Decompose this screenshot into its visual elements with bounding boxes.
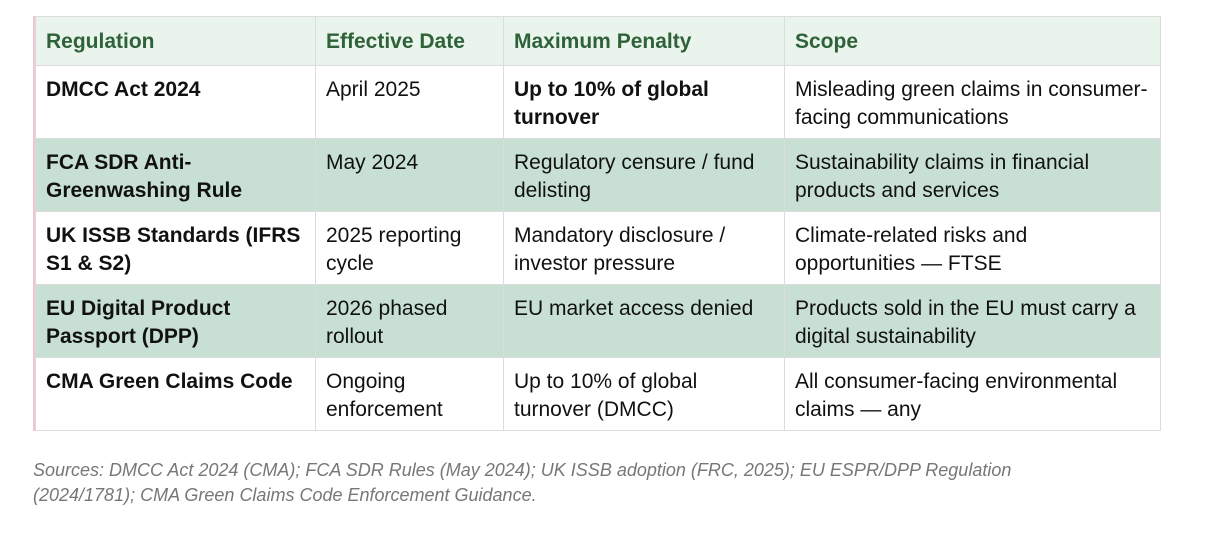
table-header: Regulation Effective Date Maximum Penalty S… (35, 16, 1161, 66)
cell-text: FCA SDR Anti-Greenwashing Rule (46, 151, 243, 202)
header-cell: Scope (784, 16, 1161, 66)
table-row: CMA Green Claims Code Ongoing enforcement… (35, 357, 1161, 431)
table-cell: Ongoing enforcement (315, 357, 504, 431)
table-cell: Products sold in the EU must carry a dig… (784, 284, 1161, 358)
footnote: Sources: DMCC Act 2024 (CMA); FCA SDR Ru… (33, 460, 1012, 505)
cell-text: 2026 phased rollout (326, 297, 448, 348)
regulation-table: Regulation Effective Date Maximum Penalty S… (35, 16, 1161, 431)
cell-text: Regulatory censure / fund delisting (514, 151, 755, 202)
cell-text: Up to 10% of global turnover (514, 78, 709, 129)
cell-text: Mandatory disclosure / investor pressure (514, 224, 726, 275)
cell-text: UK ISSB Standards (IFRS S1 & S2) (46, 224, 301, 275)
cell-text: Ongoing enforcement (326, 370, 443, 421)
cell-text: DMCC Act 2024 (46, 78, 201, 101)
table-wrapper: Regulation Effective Date Maximum Penalty S… (33, 16, 1161, 431)
cell-text: EU market access denied (514, 297, 754, 320)
table-row: EU Digital Product Passport (DPP) 2026 ph… (35, 284, 1161, 358)
cell-text: 2025 reporting cycle (326, 224, 462, 275)
cell-text: Sustainability claims in financial produ… (795, 151, 1090, 202)
table-cell: 2026 phased rollout (315, 284, 504, 358)
cell-text: May 2024 (326, 151, 419, 174)
table-cell: April 2025 (315, 65, 504, 139)
cell-text: Misleading green claims in consumer-faci… (795, 78, 1148, 129)
table-cell: Mandatory disclosure / investor pressure (503, 211, 785, 285)
cell-text: All consumer-facing environmental claims… (795, 370, 1118, 421)
table-row: DMCC Act 2024 April 2025 Up to 10% of glob… (35, 65, 1161, 139)
cell-text: Products sold in the EU must carry a dig… (795, 297, 1136, 348)
cell-text: April 2025 (326, 78, 421, 101)
table-cell: EU Digital Product Passport (DPP) (35, 284, 316, 358)
header-cell: Regulation (35, 16, 316, 66)
table-cell: CMA Green Claims Code (35, 357, 316, 431)
table-cell: EU market access denied (503, 284, 785, 358)
header-cell: Effective Date (315, 16, 504, 66)
cell-text: CMA Green Claims Code (46, 370, 293, 393)
table-cell: May 2024 (315, 138, 504, 212)
table-cell: Up to 10% of global turnover (DMCC) (503, 357, 785, 431)
table-cell: 2025 reporting cycle (315, 211, 504, 285)
table-row: FCA SDR Anti-Greenwashing Rule May 2024 Re… (35, 138, 1161, 212)
table-body: DMCC Act 2024 April 2025 Up to 10% of glob… (35, 65, 1161, 431)
cell-text: Climate-related risks and opportunities … (795, 224, 1028, 275)
cell-text: EU Digital Product Passport (DPP) (46, 297, 231, 348)
table-cell: DMCC Act 2024 (35, 65, 316, 139)
table-cell: Sustainability claims in financial produ… (784, 138, 1161, 212)
header-cell: Maximum Penalty (503, 16, 785, 66)
table-row: UK ISSB Standards (IFRS S1 & S2) 2025 rep… (35, 211, 1161, 285)
cell-text: Up to 10% of global turnover (DMCC) (514, 370, 698, 421)
table-cell: Climate-related risks and opportunities … (784, 211, 1161, 285)
header-row: Regulation Effective Date Maximum Penalty S… (35, 16, 1161, 66)
table-cell: Misleading green claims in consumer-faci… (784, 65, 1161, 139)
table-cell: FCA SDR Anti-Greenwashing Rule (35, 138, 316, 212)
table-cell: UK ISSB Standards (IFRS S1 & S2) (35, 211, 316, 285)
table-cell: All consumer-facing environmental claims… (784, 357, 1161, 431)
table-cell: Regulatory censure / fund delisting (503, 138, 785, 212)
table-cell: Up to 10% of global turnover (503, 65, 785, 139)
